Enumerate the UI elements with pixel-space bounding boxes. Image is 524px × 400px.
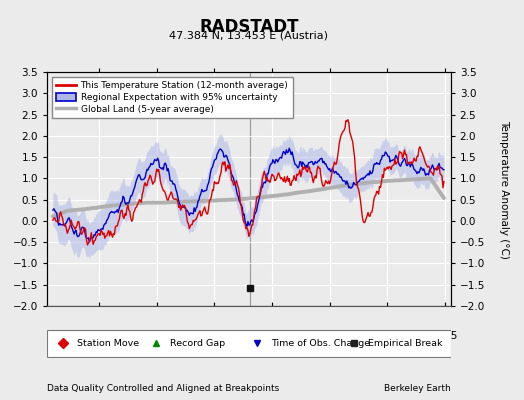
- Legend: This Temperature Station (12-month average), Regional Expectation with 95% uncer: This Temperature Station (12-month avera…: [52, 76, 293, 118]
- FancyBboxPatch shape: [47, 330, 451, 356]
- Text: RADSTADT: RADSTADT: [199, 18, 299, 36]
- Text: Record Gap: Record Gap: [170, 338, 225, 348]
- Y-axis label: Temperature Anomaly (°C): Temperature Anomaly (°C): [499, 120, 509, 258]
- Text: Empirical Break: Empirical Break: [368, 338, 442, 348]
- Text: Station Move: Station Move: [78, 338, 139, 348]
- Text: Berkeley Earth: Berkeley Earth: [384, 384, 451, 393]
- Text: Data Quality Controlled and Aligned at Breakpoints: Data Quality Controlled and Aligned at B…: [47, 384, 279, 393]
- Text: 47.384 N, 13.453 E (Austria): 47.384 N, 13.453 E (Austria): [169, 30, 329, 40]
- Text: Time of Obs. Change: Time of Obs. Change: [271, 338, 370, 348]
